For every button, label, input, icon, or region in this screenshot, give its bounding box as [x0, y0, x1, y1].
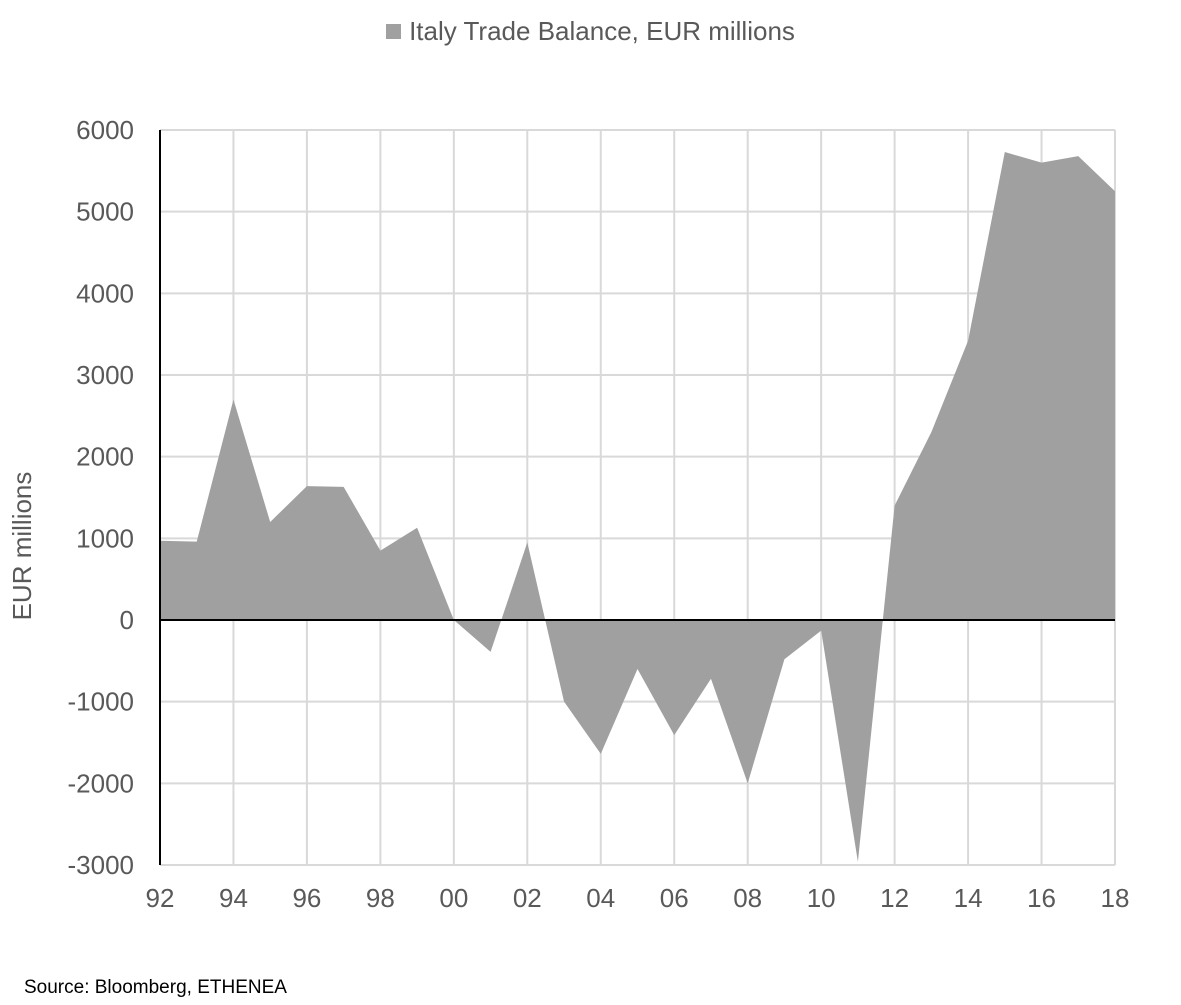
- x-tick-label: 16: [1027, 883, 1056, 913]
- x-tick-label: 00: [439, 883, 468, 913]
- y-tick-label: 5000: [76, 197, 134, 227]
- x-tick-label: 04: [586, 883, 615, 913]
- y-tick-label: 2000: [76, 442, 134, 472]
- y-tick-label: -2000: [68, 768, 135, 798]
- y-tick-label: 3000: [76, 360, 134, 390]
- chart-legend: Italy Trade Balance, EUR millions: [0, 16, 1181, 47]
- y-tick-label: -1000: [68, 687, 135, 717]
- x-tick-label: 96: [292, 883, 321, 913]
- x-tick-label: 14: [954, 883, 983, 913]
- x-tick-label: 02: [513, 883, 542, 913]
- x-tick-label: 92: [146, 883, 175, 913]
- legend-label: Italy Trade Balance, EUR millions: [409, 16, 795, 46]
- y-tick-label: 1000: [76, 523, 134, 553]
- x-tick-label: 94: [219, 883, 248, 913]
- y-tick-label: -3000: [68, 850, 135, 880]
- y-tick-label: 6000: [76, 115, 134, 145]
- y-tick-label: 4000: [76, 278, 134, 308]
- x-tick-label: 98: [366, 883, 395, 913]
- x-tick-label: 18: [1101, 883, 1130, 913]
- x-tick-labels: 92 94 96 98 00 02 04 06 08 10 12 14 16 18: [146, 883, 1130, 913]
- y-tick-label: 0: [120, 605, 134, 635]
- x-tick-label: 06: [660, 883, 689, 913]
- trade-balance-area: [160, 152, 1115, 862]
- x-tick-label: 12: [880, 883, 909, 913]
- y-tick-labels: 6000 5000 4000 3000 2000 1000 0 -1000 -2000 -3000: [68, 115, 135, 880]
- legend-swatch: [386, 24, 402, 39]
- y-axis-title: EUR millions: [7, 472, 37, 621]
- x-tick-label: 08: [733, 883, 762, 913]
- x-tick-label: 10: [807, 883, 836, 913]
- source-note: Source: Bloomberg, ETHENEA: [24, 977, 287, 998]
